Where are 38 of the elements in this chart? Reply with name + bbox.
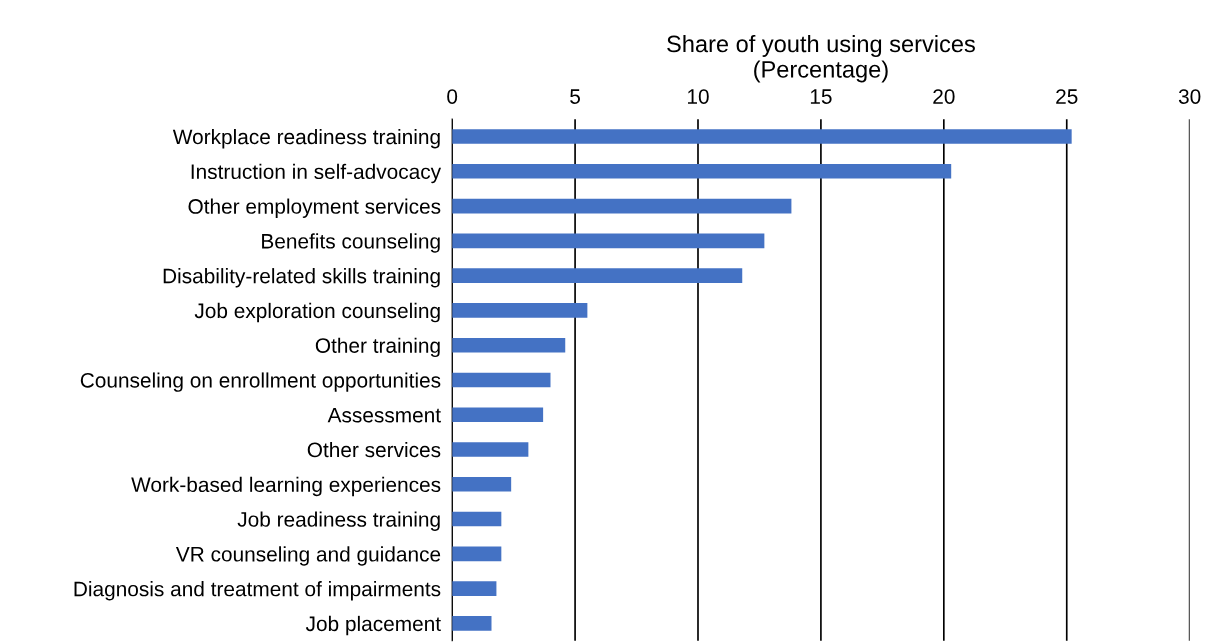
- x-tick-label: 20: [933, 89, 955, 104]
- y-tick-label: Other training: [315, 337, 440, 358]
- x-tick-label: 10: [688, 89, 709, 104]
- bar: [452, 268, 743, 283]
- bar: [452, 337, 566, 353]
- y-tick-label: Counseling on enrollment opportunities: [80, 372, 441, 392]
- y-tick-label: Job exploration counseling: [194, 302, 440, 323]
- x-tick-label: 0: [447, 89, 458, 104]
- y-tick-label: VR counseling and guidance: [175, 546, 441, 566]
- bar: [452, 476, 512, 492]
- bar: [452, 511, 502, 527]
- x-axis-title: Share of youth using services (Percentage): [667, 34, 975, 83]
- y-tick-label: Assessment: [327, 407, 441, 423]
- x-tick-label: 5: [570, 89, 580, 104]
- bar: [452, 372, 551, 388]
- y-tick-label: Other employment services: [188, 198, 441, 218]
- bar: [452, 233, 765, 249]
- bar: [452, 198, 792, 214]
- y-tick-label: Instruction in self-advocacy: [191, 163, 442, 184]
- y-tick-label: Diagnosis and treatment of impairments: [74, 581, 441, 601]
- bar: [452, 303, 588, 318]
- y-tick-label: Benefits counseling: [262, 233, 440, 253]
- bar: [452, 129, 1072, 144]
- bar: [452, 164, 952, 179]
- bar: [452, 442, 529, 457]
- x-tick-label: 30: [1178, 89, 1201, 104]
- bar: [452, 616, 492, 631]
- y-tick-label: Disability-related skills training: [163, 268, 440, 288]
- bar: [452, 546, 502, 562]
- x-tick-label: 25: [1056, 89, 1078, 104]
- y-tick-label: Job readiness training: [237, 511, 440, 531]
- bar: [452, 407, 544, 423]
- y-tick-label: Workplace readiness training: [172, 128, 440, 149]
- x-tick-label: 15: [810, 89, 832, 104]
- y-tick-label: Job placement: [305, 615, 441, 636]
- bar: [452, 581, 497, 596]
- y-tick-label: Work-based learning experiences: [131, 476, 441, 497]
- y-tick-label: Other services: [307, 441, 441, 458]
